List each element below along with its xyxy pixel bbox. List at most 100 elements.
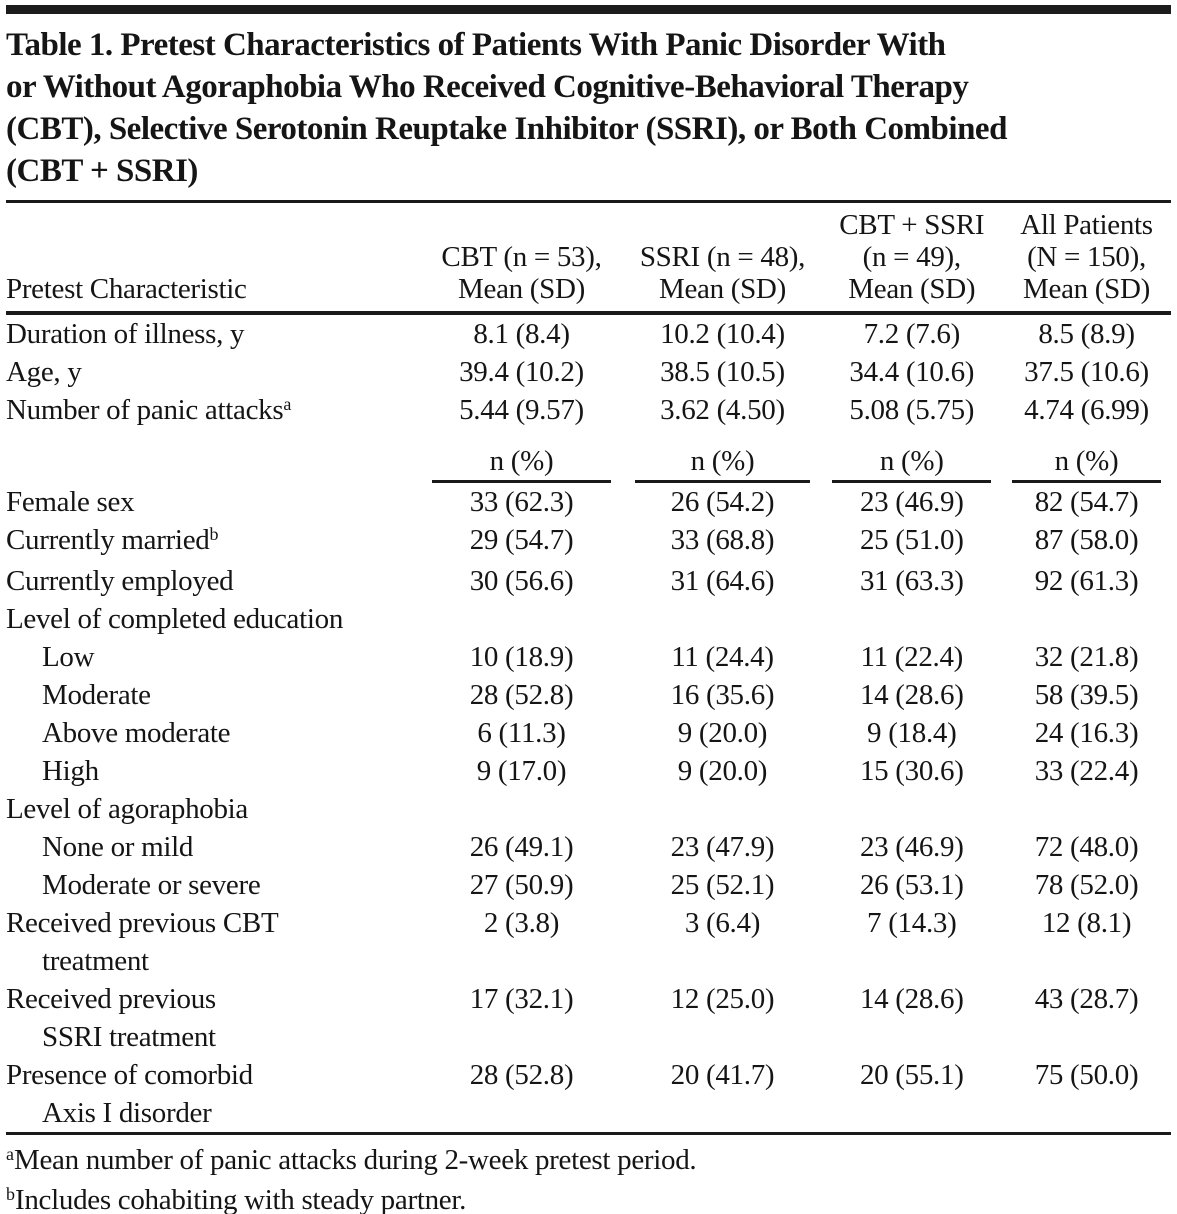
table-row: Received previous 17 (32.1) 12 (25.0) 14 (2… [6,980,1171,1018]
footnote-marker: b [209,524,219,545]
value-cell [821,600,1002,638]
value-cell: 92 (61.3) [1034,565,1139,597]
value-cell: 29 (54.7) [469,524,574,556]
value-cell: 26 (54.2) [670,486,775,518]
value-cell [420,600,624,638]
value-cell: 10.2 (10.4) [660,318,785,350]
row-label: Above moderate [42,717,231,749]
value-cell: 26 (49.1) [469,831,574,863]
value-cell: 33 (22.4) [1034,755,1139,787]
value-cell: 7 (14.3) [867,907,957,939]
value-cell [623,600,821,638]
footnote-marker: a [283,394,292,415]
table-row: Received previous CBT 2 (3.8) 3 (6.4) 7 (14… [6,904,1171,942]
value-cell: 78 (52.0) [1034,869,1139,901]
value-cell: 12 (25.0) [670,983,775,1015]
row-label: Moderate [42,679,151,711]
table-title-line: (CBT), Selective Serotonin Reuptake Inhi… [6,111,1007,147]
column-header-line: CBT (n = 53), [441,241,602,273]
value-cell: 30 (56.6) [469,565,574,597]
table-row: Age, y 39.4 (10.2) 38.5 (10.5) 34.4 (10.6) 3… [6,353,1171,391]
value-cell: 31 (64.6) [670,565,775,597]
value-cell: 58 (39.5) [1034,679,1139,711]
n-percent-subheader-row: n (%) n (%) n (%) n (%) [6,432,1171,483]
value-cell: 87 (58.0) [1034,524,1139,556]
table-title-line: (CBT + SSRI) [6,153,198,189]
value-cell: 24 (16.3) [1034,717,1139,749]
table-row: None or mild 26 (49.1) 23 (47.9) 23 (46.9) 7… [6,828,1171,866]
row-label: Number of panic attacksa [6,394,292,426]
column-header-line: CBT + SSRI [839,209,985,241]
row-label: Age, y [6,356,82,388]
table-row: High 9 (17.0) 9 (20.0) 15 (30.6) 33 (22.4) [6,752,1171,790]
value-cell [1002,1018,1171,1056]
value-cell [623,790,821,828]
value-cell [821,1094,1002,1134]
empty-cell [6,432,420,483]
value-cell [1002,790,1171,828]
value-cell: 31 (63.3) [859,565,964,597]
stub-column-header: Pretest Characteristic [6,203,420,315]
value-cell: 6 (11.3) [477,717,566,749]
value-cell: 33 (62.3) [469,486,574,518]
table-row: Presence of comorbid 28 (52.8) 20 (41.7) 20… [6,1056,1171,1094]
row-label: None or mild [42,831,194,863]
table-row: Moderate 28 (52.8) 16 (35.6) 14 (28.6) 58 (3… [6,676,1171,714]
value-cell [623,1018,821,1056]
value-cell: 25 (52.1) [670,869,775,901]
value-cell: 7.2 (7.6) [863,318,961,350]
table-row: treatment [6,942,1171,980]
value-cell: 23 (46.9) [859,486,964,518]
row-label: Moderate or severe [42,869,261,901]
row-label: Currently employed [6,565,234,597]
value-cell: 3.62 (4.50) [660,394,785,426]
value-cell: 43 (28.7) [1034,983,1139,1015]
value-cell: 39.4 (10.2) [459,356,584,388]
row-label: SSRI treatment [42,1021,216,1053]
table-row: Low 10 (18.9) 11 (24.4) 11 (22.4) 32 (21.8) [6,638,1171,676]
title-separator-rule [6,200,1171,203]
row-label: Received previous CBT [6,907,279,939]
table-row: Above moderate 6 (11.3) 9 (20.0) 9 (18.4) 24… [6,714,1171,752]
value-cell: 9 (20.0) [677,755,768,787]
row-label: Level of agoraphobia [6,793,249,825]
column-header-line: All Patients [1020,209,1153,241]
column-header-line: (n = 49), [862,241,962,273]
value-cell [1002,1094,1171,1134]
value-cell: 4.74 (6.99) [1024,394,1149,426]
column-header-cbt-ssri: CBT + SSRI (n = 49), Mean (SD) [821,203,1003,315]
table-body: Duration of illness, y 8.1 (8.4) 10.2 (10.… [6,313,1171,1134]
value-cell [420,942,624,980]
value-cell [420,790,624,828]
value-cell: 20 (55.1) [859,1059,964,1091]
n-percent-label: n (%) [635,446,810,483]
header-row: Pretest Characteristic CBT (n = 53), Mea… [6,203,1171,315]
column-header-line: Mean (SD) [1023,273,1150,305]
value-cell: 16 (35.6) [670,679,775,711]
row-label: Level of completed education [6,603,344,635]
footnotes: aMean number of panic attacks during 2-w… [6,1135,1171,1214]
footnote: aMean number of panic attacks during 2-w… [6,1144,697,1176]
column-header-line: (N = 150), [1027,241,1146,273]
value-cell: 32 (21.8) [1034,641,1139,673]
value-cell: 8.5 (8.9) [1038,318,1135,350]
n-percent-label: n (%) [832,446,992,483]
value-cell: 75 (50.0) [1034,1059,1139,1091]
row-label: Currently marriedb [6,524,219,556]
top-rule-bar [6,5,1171,14]
value-cell: 3 (6.4) [684,907,761,939]
n-percent-label: n (%) [1012,446,1161,483]
value-cell [821,942,1002,980]
value-cell: 14 (28.6) [859,679,964,711]
n-percent-cell: n (%) [1002,432,1171,483]
footnote-marker: b [6,1184,15,1205]
value-cell: 20 (41.7) [670,1059,775,1091]
value-cell: 5.08 (5.75) [849,394,975,426]
row-label: treatment [42,945,149,977]
table-row: Level of completed education [6,600,1171,638]
table-row: Currently marriedb 29 (54.7) 33 (68.8) 25 (… [6,521,1171,562]
n-percent-label: n (%) [431,446,612,483]
table-row: SSRI treatment [6,1018,1171,1056]
value-cell: 8.1 (8.4) [473,318,570,350]
